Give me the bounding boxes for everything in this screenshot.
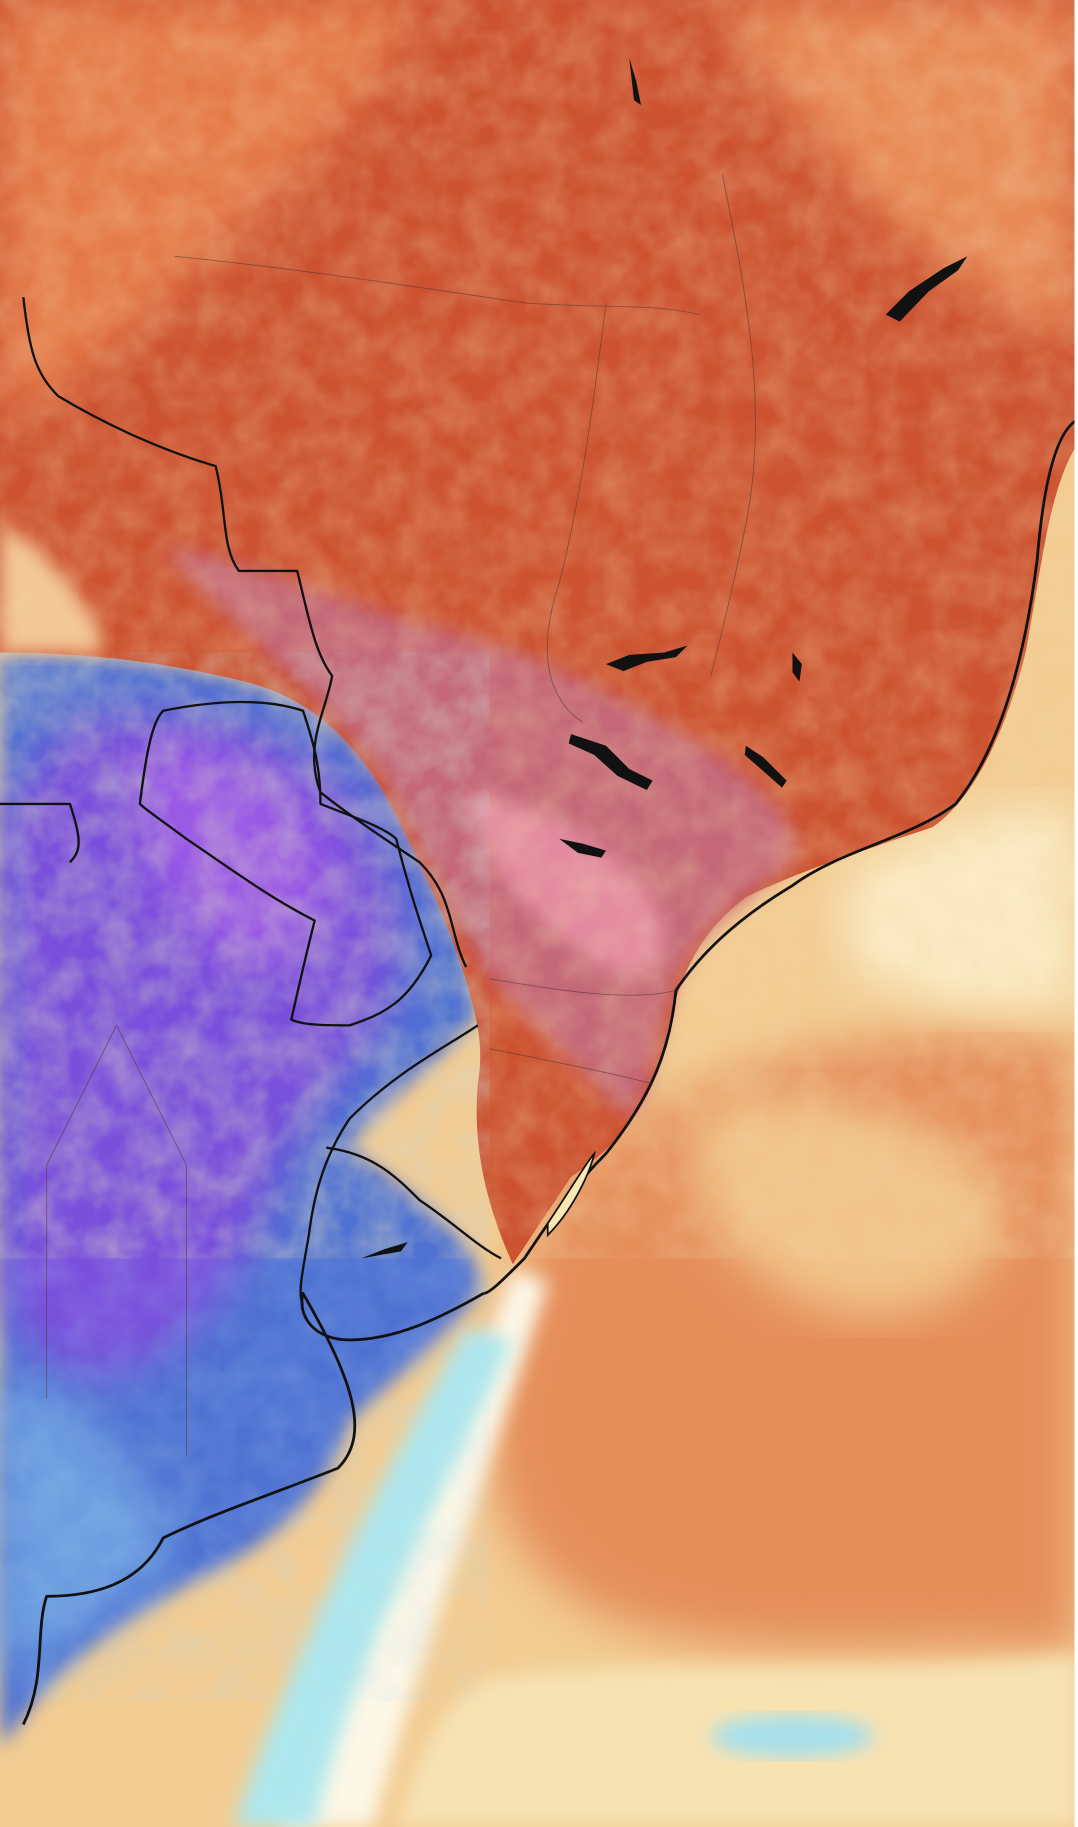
reservoirs — [361, 58, 968, 1259]
bolivia-border — [0, 802, 80, 864]
state-borders — [46, 174, 756, 1457]
argentina-coast — [22, 1291, 485, 1726]
state-line — [546, 302, 607, 723]
reservoir — [559, 838, 607, 858]
uruguay-river — [299, 1024, 479, 1306]
reservoir — [885, 256, 968, 322]
state-line — [710, 174, 756, 676]
state-line — [489, 978, 677, 996]
brazil-border — [22, 296, 468, 968]
state-line — [174, 255, 700, 316]
reservoir — [792, 652, 802, 682]
reservoir — [361, 1242, 408, 1259]
lagoon — [546, 1150, 596, 1238]
image-edge — [1074, 0, 1078, 1827]
state-line — [489, 1048, 653, 1085]
reservoir — [744, 745, 787, 788]
reservoir — [629, 58, 641, 105]
province-line — [46, 1025, 187, 1457]
cold-texture — [0, 652, 490, 1702]
national-borders — [0, 296, 502, 1306]
reservoir — [568, 734, 653, 790]
paraguay-border — [138, 700, 433, 1027]
reservoir — [606, 645, 688, 672]
uruguay-border — [326, 1146, 502, 1260]
cool-water-patch — [710, 1715, 875, 1758]
